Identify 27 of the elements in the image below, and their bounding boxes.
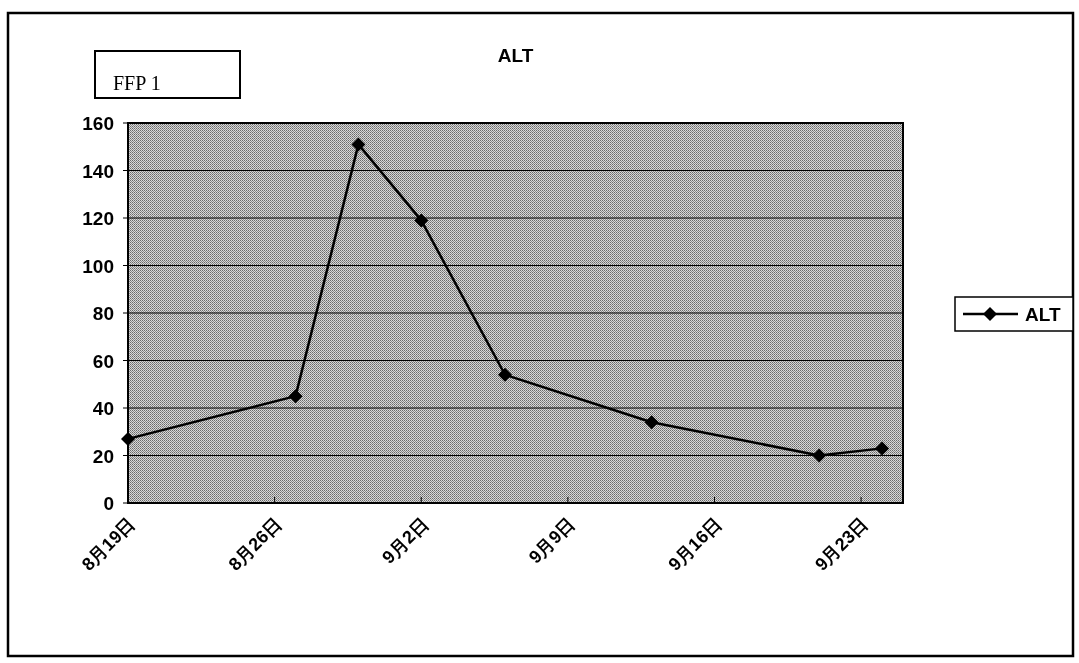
- x-tick-label: 9月9日: [524, 513, 579, 568]
- y-tick-label: 80: [92, 303, 114, 324]
- y-tick-label: 40: [92, 398, 114, 419]
- x-tick-label: 8月26日: [224, 513, 286, 575]
- text: FFP 1: [113, 72, 161, 94]
- y-tick-label: 120: [82, 208, 114, 229]
- point: [121, 431, 135, 446]
- point: [288, 389, 303, 404]
- point: [414, 213, 429, 228]
- x-tick-label: 9月2日: [378, 513, 433, 568]
- legend-label: ALT: [1025, 304, 1061, 325]
- y-tick-label: 60: [92, 350, 114, 372]
- y-tick-label: 100: [82, 255, 114, 277]
- x-tick-label: 9月23日: [811, 513, 872, 575]
- y-tick-label: 0: [103, 493, 114, 514]
- legend: ALT: [954, 296, 1074, 332]
- point: [644, 415, 659, 430]
- point: [351, 137, 366, 152]
- point: [812, 448, 827, 463]
- x-tick-label: 9月16日: [664, 513, 726, 575]
- y-tick-label: 160: [82, 113, 114, 134]
- y-tick-label: 140: [82, 160, 114, 182]
- point: [875, 441, 890, 456]
- x-tick-label: 8月19日: [77, 513, 139, 575]
- y-tick-label: 20: [92, 445, 114, 467]
- point: [498, 367, 513, 382]
- chart-title: ALT: [497, 45, 534, 66]
